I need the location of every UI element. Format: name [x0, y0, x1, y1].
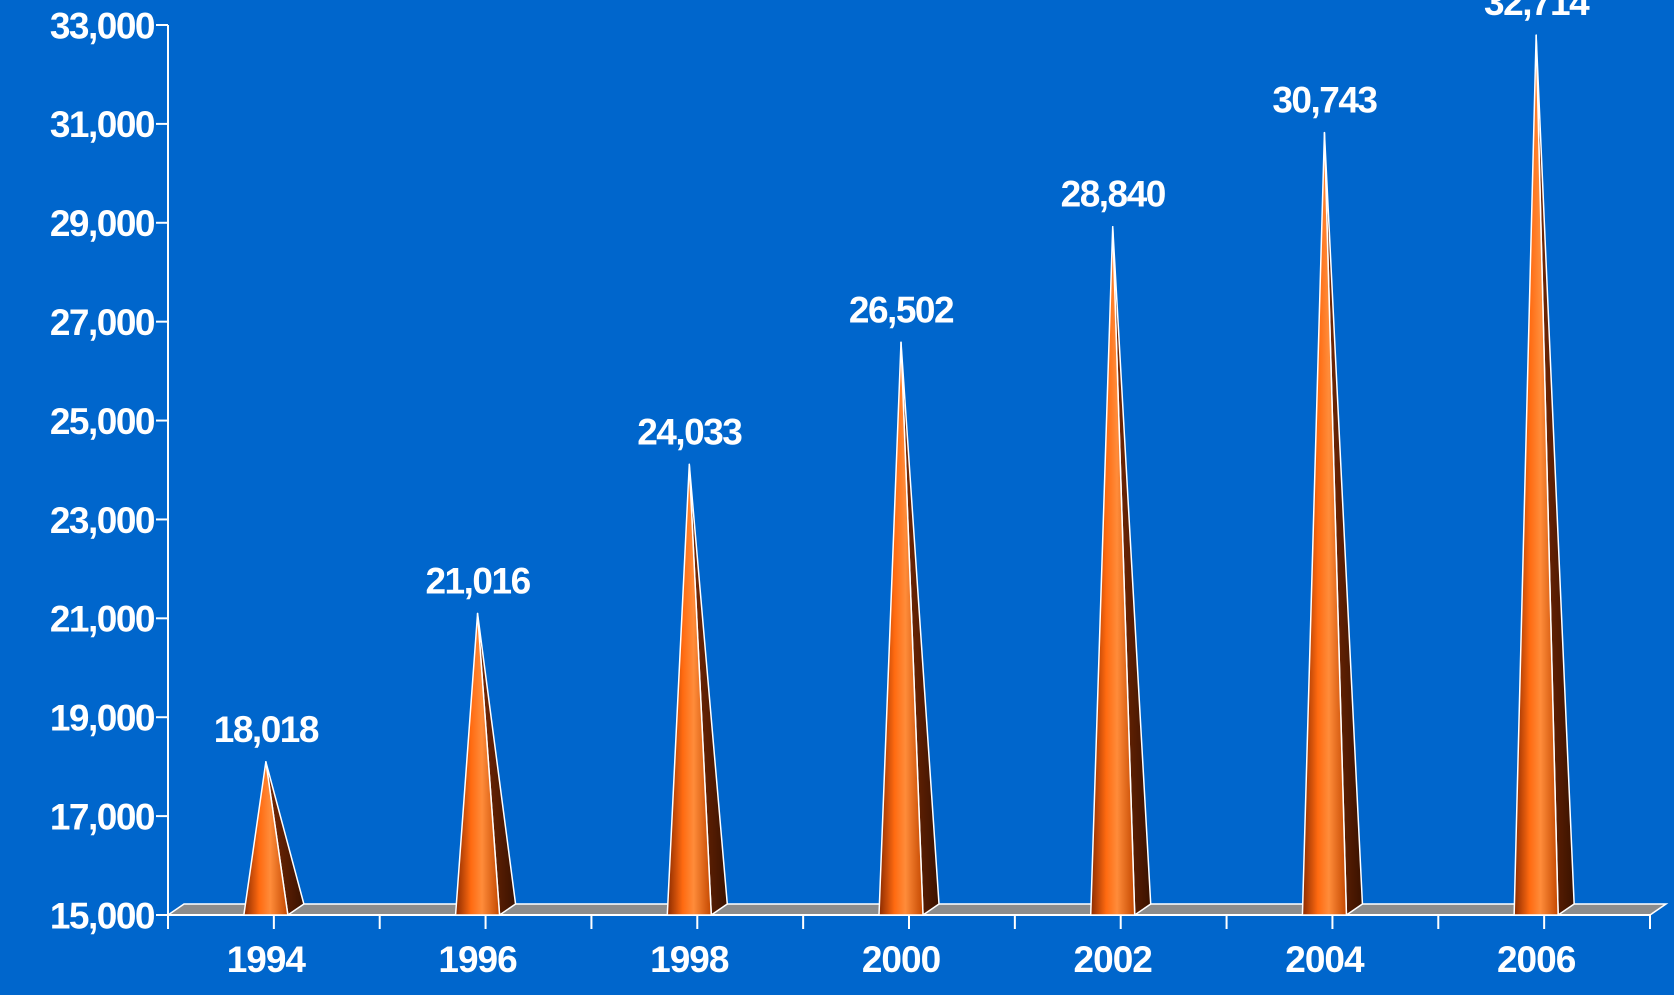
- cone-bar-1994: [243, 761, 305, 916]
- x-tick-label-2006: 2006: [1497, 939, 1576, 980]
- data-labels: 18,018 1994 21,016 1996 24,033 1998 26,502 2000…: [214, 0, 1592, 980]
- x-tick-label-1996: 1996: [438, 939, 517, 980]
- y-tick-label: 23,000: [50, 500, 155, 541]
- y-tick-label: 19,000: [50, 698, 155, 739]
- cone-front-face: [1089, 225, 1136, 916]
- data-label-2002: 28,840: [1061, 174, 1166, 215]
- cone-bar-2004: [1301, 131, 1364, 916]
- cone-front-face: [1513, 34, 1559, 916]
- y-tick-label: 33,000: [50, 5, 155, 46]
- cone-front-face: [878, 341, 924, 916]
- data-label-2004: 30,743: [1272, 80, 1377, 121]
- y-tick-label: 31,000: [50, 104, 155, 145]
- cone-bar-1998: [666, 463, 729, 916]
- y-tick-label: 21,000: [50, 599, 155, 640]
- x-tick-label-2002: 2002: [1074, 939, 1153, 980]
- cone-bar-2002: [1089, 225, 1152, 916]
- cone-front-face: [454, 612, 501, 916]
- cone-bar-2000: [878, 341, 940, 916]
- y-tick-label: 29,000: [50, 203, 155, 244]
- y-tick-label: 25,000: [50, 401, 155, 442]
- y-tick-label: 17,000: [50, 796, 155, 837]
- y-tick-label: 27,000: [50, 302, 155, 343]
- cone-front-face: [666, 463, 713, 916]
- y-tick-label: 15,000: [50, 895, 155, 936]
- x-tick-label-2000: 2000: [862, 939, 941, 980]
- x-tick-label-2004: 2004: [1285, 939, 1365, 980]
- data-label-1994: 18,018: [214, 709, 319, 750]
- axes: 15,000 17,000 19,000 21,000 23,000 25,000 27,0…: [50, 5, 1651, 936]
- data-label-1996: 21,016: [425, 561, 530, 602]
- data-label-2000: 26,502: [849, 289, 954, 330]
- data-series: [243, 34, 1575, 916]
- data-label-2006: 32,714: [1484, 0, 1590, 23]
- cone-bar-1996: [454, 612, 517, 916]
- x-tick-label-1998: 1998: [650, 939, 729, 980]
- cone-front-face: [1301, 131, 1348, 916]
- cone-bar-2006: [1513, 34, 1575, 916]
- x-tick-label-1994: 1994: [227, 939, 307, 980]
- data-label-1998: 24,033: [637, 411, 742, 452]
- cone-front-face: [243, 761, 289, 916]
